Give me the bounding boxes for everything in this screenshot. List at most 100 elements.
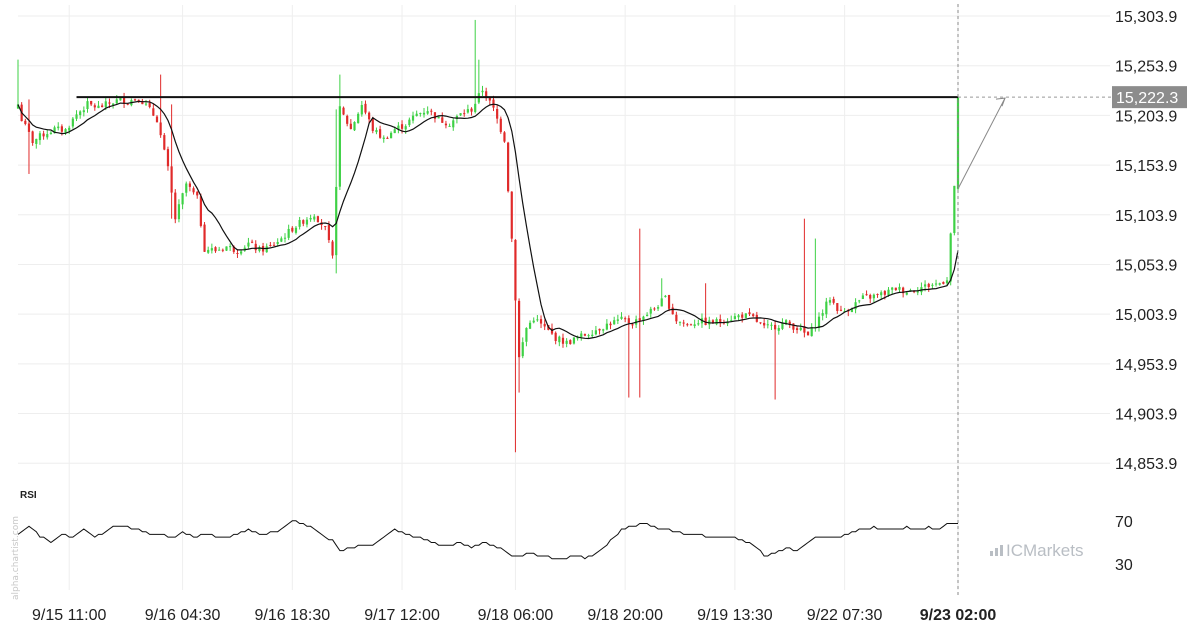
x-axis-tick-label: 9/17 12:00 [364, 607, 440, 624]
candle-body [46, 134, 49, 138]
candle [686, 322, 689, 327]
candle [763, 318, 766, 329]
candle [565, 338, 568, 348]
candle-body [166, 149, 170, 167]
candle [430, 108, 433, 116]
candle [16, 59, 20, 110]
candle [258, 245, 261, 253]
candle [155, 115, 159, 123]
candle-body [338, 106, 341, 187]
candle [891, 286, 894, 295]
candle [836, 302, 839, 314]
candle [938, 282, 941, 286]
candle-body [938, 283, 941, 285]
candle [276, 238, 279, 247]
candle-body [287, 228, 290, 238]
candle [620, 312, 623, 320]
candle [719, 314, 722, 327]
candle [177, 199, 181, 223]
candle-body [302, 220, 305, 224]
x-axis-tick-label: 9/22 07:30 [807, 607, 883, 624]
candle [452, 117, 455, 131]
x-axis-tick-label: 9/16 04:30 [145, 607, 221, 624]
candle [598, 328, 601, 335]
candlestick-series [16, 19, 960, 453]
candle [854, 298, 857, 314]
candle-body [675, 314, 678, 322]
candle [338, 74, 341, 191]
candle-body [693, 324, 696, 327]
candle-body [199, 196, 202, 226]
candle [86, 96, 89, 113]
candle-body [250, 241, 254, 243]
candle [499, 116, 502, 134]
candle [283, 233, 287, 243]
candle-body [53, 127, 56, 134]
candle [814, 238, 817, 332]
candle-body [283, 237, 287, 239]
candle [869, 293, 872, 304]
candle [247, 237, 250, 249]
candle-body [737, 315, 740, 318]
candle [485, 87, 488, 101]
candle [375, 127, 378, 135]
candle [463, 109, 466, 117]
candle [24, 118, 27, 126]
candle-body [232, 246, 235, 252]
y-axis-tick-label: 15,203.9 [1115, 108, 1177, 125]
candle-body [97, 105, 100, 109]
candle-body [913, 291, 916, 293]
candle [474, 19, 477, 114]
candle-body [880, 292, 883, 296]
candle [313, 214, 316, 222]
candle-body [774, 324, 777, 330]
candle-body [799, 327, 802, 330]
candle [646, 312, 649, 317]
candle-body [357, 113, 360, 124]
candle-body [433, 112, 437, 119]
candle-body [792, 323, 795, 330]
candle-body [27, 123, 31, 132]
candle [422, 107, 426, 118]
candle-body [572, 337, 576, 344]
watermarks: alpha.chartist.com ICMarkets [11, 516, 1083, 600]
candle-body [945, 280, 949, 284]
candle-body [934, 283, 938, 285]
candle-body [898, 286, 901, 290]
candle-body [646, 314, 649, 317]
candle-body [16, 104, 20, 109]
candle-body [580, 333, 583, 337]
candle-body [715, 319, 718, 325]
candle [207, 246, 210, 254]
candle [777, 325, 780, 335]
candle-body [181, 193, 184, 205]
candle-body [221, 249, 224, 251]
candle-body [444, 123, 448, 126]
candle-body [375, 130, 378, 133]
candle [459, 113, 462, 117]
candle [386, 136, 389, 139]
candle [865, 290, 868, 296]
candle [678, 321, 682, 326]
candle-body [430, 110, 433, 112]
candle [97, 100, 100, 109]
candle-body [196, 191, 199, 196]
candle [605, 319, 608, 331]
candle-body [90, 100, 93, 105]
candle [653, 307, 656, 311]
candle-body [188, 183, 192, 187]
y-axis-tick-label: 15,153.9 [1115, 158, 1177, 175]
candle-body [536, 319, 539, 321]
candle-body [931, 284, 934, 286]
candle-body [887, 289, 890, 296]
candle-body [68, 127, 71, 131]
candle [898, 283, 901, 293]
candle-body [203, 224, 206, 252]
candle-body [836, 303, 839, 311]
candle [517, 298, 521, 393]
candle-body [704, 317, 707, 326]
candle-body [174, 192, 177, 220]
candle [368, 111, 371, 124]
candle-body [386, 137, 389, 139]
candle-body [602, 329, 605, 331]
